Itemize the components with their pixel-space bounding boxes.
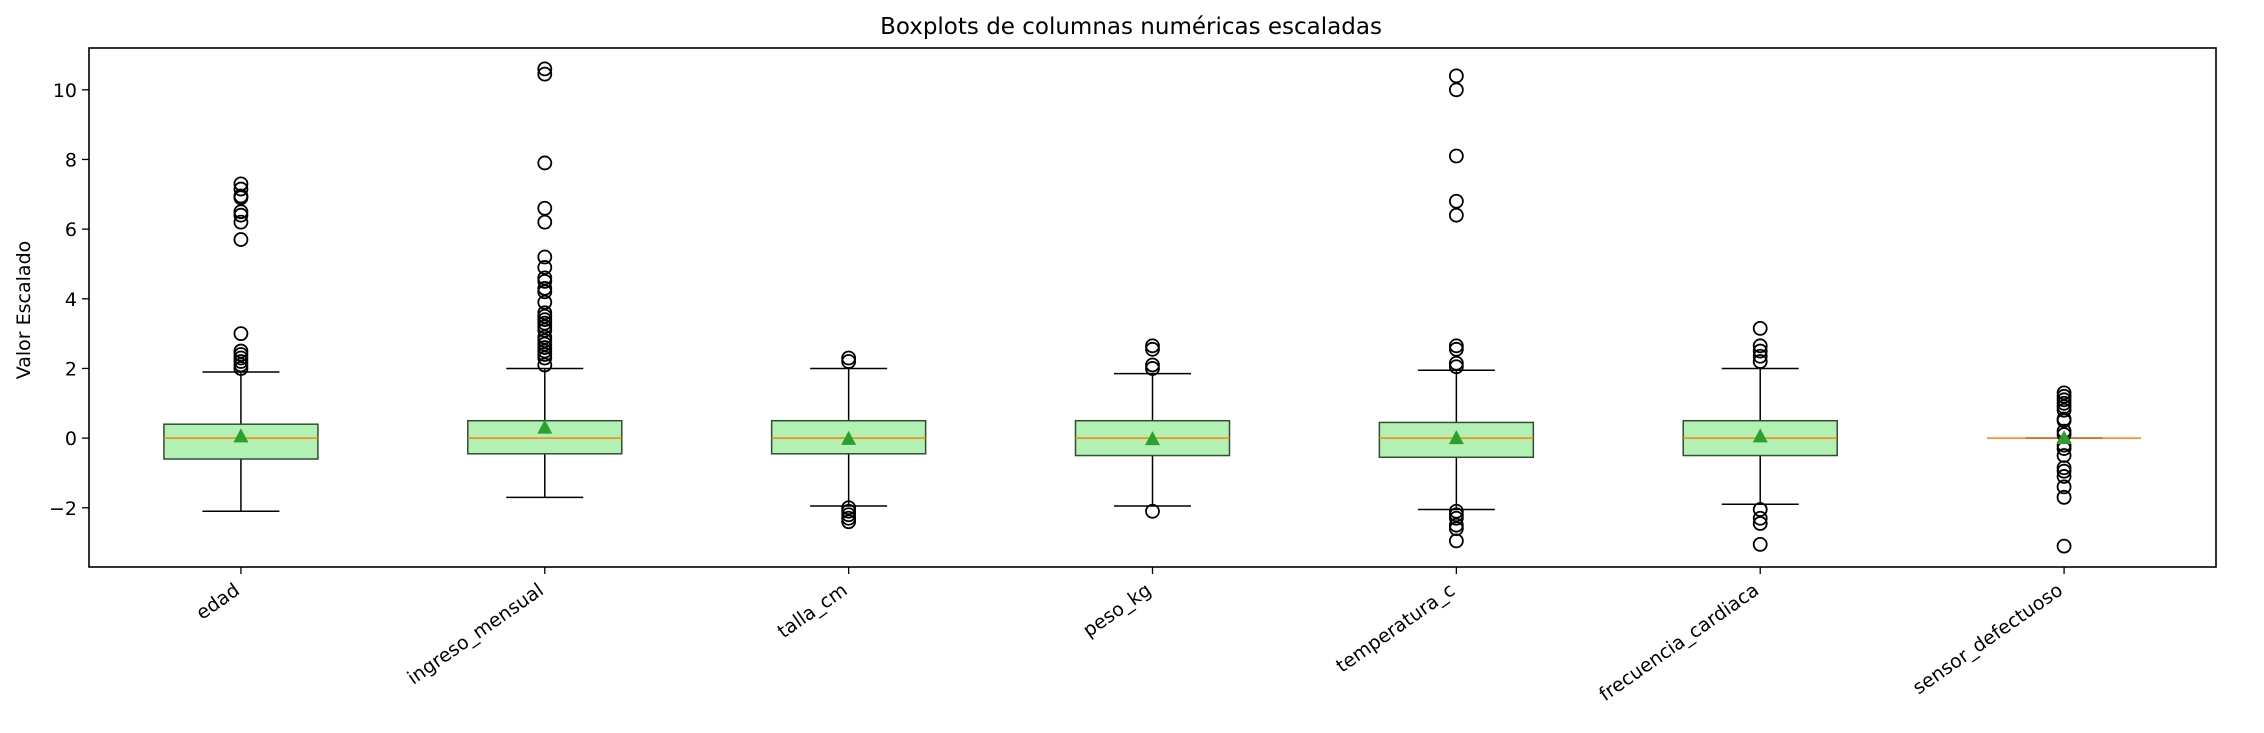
flier-ingreso-mensual [537,322,553,338]
flier-ingreso-mensual [537,61,553,77]
flier-temperatura-c [1448,148,1464,164]
mean-marker-sensor-defectuoso [2056,430,2072,445]
flier-frecuencia-cardiaca [1752,348,1768,364]
flier-ingreso-mensual [537,350,553,366]
flier-talla-cm [841,514,857,530]
plot-frame [88,47,2217,568]
plot-area: −2 0 2 4 6 8 10 edad ingreso_mensual talla_cm peso… [49,47,2217,706]
flier-temperatura-c [1448,193,1464,209]
mean-marker-edad [233,428,249,443]
y-tick-label: 10 [53,80,77,102]
x-tick-label-frecuencia-cardiaca: frecuencia_cardiaca [1595,579,1763,706]
flier-ingreso-mensual [537,155,553,171]
flier-frecuencia-cardiaca [1752,502,1768,517]
flier-edad [233,232,249,247]
flier-ingreso-mensual [537,273,553,289]
flier-temperatura-c [1448,533,1464,549]
y-tick-label: 4 [65,289,77,311]
y-tick-label: −2 [49,498,77,520]
flier-sensor-defectuoso [2056,538,2072,554]
flier-edad [233,181,249,197]
flier-sensor-defectuoso [2056,463,2072,479]
mean-marker-frecuencia-cardiaca [1752,428,1768,443]
flier-sensor-defectuoso [2056,469,2072,484]
x-tick-label-peso-kg: peso_kg [1079,579,1155,642]
mean-marker-temperatura-c [1448,430,1464,445]
flier-frecuencia-cardiaca [1752,516,1768,531]
flier-temperatura-c [1448,207,1464,223]
flier-temperatura-c [1448,68,1464,84]
x-tick-label-sensor-defectuoso: sensor_defectuoso [1909,579,2067,699]
flier-peso-kg [1145,361,1160,376]
flier-ingreso-mensual [537,214,553,230]
mean-marker-ingreso-mensual [537,419,553,434]
flier-ingreso-mensual [537,294,553,310]
flier-frecuencia-cardiaca [1752,354,1768,369]
flier-ingreso-mensual [537,249,553,265]
x-tick-label-temperatura-c: temperatura_c [1332,579,1459,677]
flier-ingreso-mensual [537,284,553,300]
flier-edad [233,214,249,230]
flier-sensor-defectuoso [2056,413,2072,429]
flier-edad [233,361,249,376]
flier-sensor-defectuoso [2056,489,2072,505]
x-tick-label-ingreso-mensual: ingreso_mensual [403,579,547,689]
y-axis-label: Valor Escalado [13,241,35,380]
flier-ingreso-mensual [537,357,553,373]
flier-temperatura-c [1448,510,1464,526]
flier-sensor-defectuoso [2056,402,2072,418]
flier-temperatura-c [1448,341,1464,357]
flier-sensor-defectuoso [2056,479,2072,495]
y-tick-label: 6 [65,219,77,241]
y-tick-label: 0 [65,428,77,450]
x-tick-label-talla-cm: talla_cm [774,579,852,643]
mean-marker-peso-kg [1145,431,1160,446]
flier-edad [233,207,249,223]
flier-frecuencia-cardiaca [1752,510,1768,526]
flier-peso-kg [1145,341,1160,357]
chart-title: Boxplots de columnas numéricas escaladas [880,14,1382,40]
flier-frecuencia-cardiaca [1752,338,1768,354]
flier-ingreso-mensual [537,260,553,275]
flier-edad [233,190,249,206]
flier-temperatura-c [1448,359,1464,375]
flier-ingreso-mensual [537,66,553,82]
flier-temperatura-c [1448,82,1464,98]
y-tick-label: 2 [65,358,77,380]
flier-frecuencia-cardiaca [1752,320,1768,336]
flier-frecuencia-cardiaca [1752,536,1768,552]
x-tick-label-edad: edad [192,579,244,624]
flier-peso-kg [1145,503,1160,519]
mean-marker-talla-cm [841,430,857,445]
flier-edad [233,326,249,342]
flier-frecuencia-cardiaca [1752,343,1768,359]
flier-ingreso-mensual [537,200,553,216]
flier-talla-cm [841,354,857,369]
y-tick-label: 8 [65,149,77,171]
